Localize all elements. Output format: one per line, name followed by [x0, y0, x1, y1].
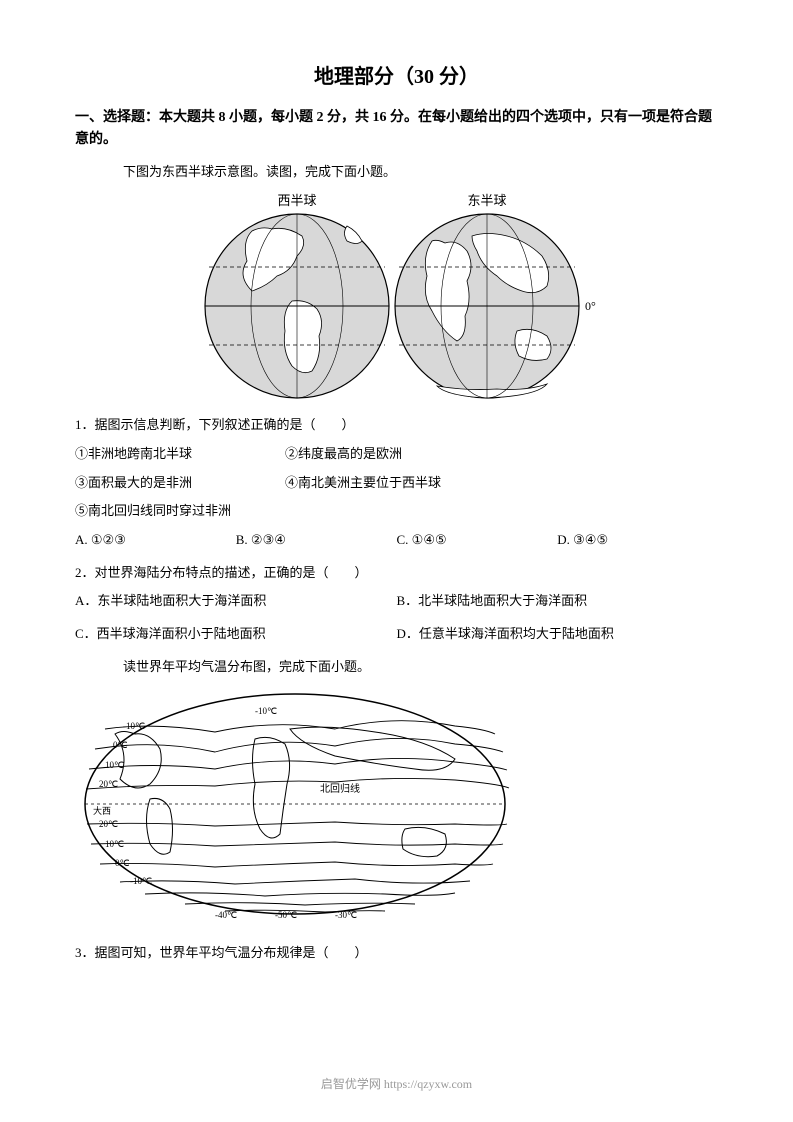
figure-2: -10℃ 0℃ 10℃ 20℃ 20℃ 10℃ 0℃ -10℃ -40℃ -50… — [75, 684, 718, 929]
q1-statement-3: ③面积最大的是非洲 — [75, 471, 285, 496]
temp-label-3: 10℃ — [105, 760, 124, 770]
q1-statement-4: ④南北美洲主要位于西半球 — [285, 471, 718, 496]
temp-label-11: -30℃ — [335, 910, 357, 920]
page-footer: 启智优学网 https://qzyxw.com — [0, 1075, 793, 1092]
tropic-label: 北回归线 — [320, 782, 360, 795]
temp-label-2: 0℃ — [113, 740, 128, 750]
figure-1: 西半球 东半球 0° — [75, 191, 718, 401]
temp-label-6: 10℃ — [105, 839, 124, 849]
section-heading: 一、选择题：本大题共 8 小题，每小题 2 分，共 16 分。在每小题给出的四个… — [75, 107, 718, 152]
page-title: 地理部分（30 分） — [75, 60, 718, 89]
q2-option-c: C．西半球海洋面积小于陆地面积 — [75, 622, 397, 647]
temp-label-4: 20℃ — [99, 779, 118, 789]
south-america — [284, 301, 321, 373]
q3-stem: 3．据图可知，世界年平均气温分布规律是（ ） — [75, 941, 718, 966]
q1-option-b: B. ②③④ — [236, 528, 397, 553]
ocean-label: 大西 — [93, 805, 111, 816]
q1-stem: 1．据图示信息判断，下列叙述正确的是（ ） — [75, 413, 718, 438]
instruction-2: 读世界年平均气温分布图，完成下面小题。 — [75, 655, 718, 678]
q2-option-a: A．东半球陆地面积大于海洋面积 — [75, 589, 397, 614]
equator-label: 0° — [585, 299, 596, 313]
q1-option-c: C. ①④⑤ — [397, 528, 558, 553]
temp-label-10: -50℃ — [275, 910, 297, 920]
q1-option-d: D. ③④⑤ — [557, 528, 718, 553]
temp-label-1: -10℃ — [123, 721, 145, 731]
q2-option-b: B．北半球陆地面积大于海洋面积 — [397, 589, 719, 614]
temp-label-5: 20℃ — [99, 819, 118, 829]
q1-statement-1: ①非洲地跨南北半球 — [75, 442, 285, 467]
temp-label-8: -10℃ — [130, 876, 152, 886]
q2-option-d: D．任意半球海洋面积均大于陆地面积 — [397, 622, 719, 647]
q1-statement-5: ⑤南北回归线同时穿过非洲 — [75, 499, 718, 524]
temp-label-7: 0℃ — [115, 858, 130, 868]
label-east-hemisphere: 东半球 — [467, 193, 506, 208]
q2-stem: 2．对世界海陆分布特点的描述，正确的是（ ） — [75, 561, 718, 586]
instruction-1: 下图为东西半球示意图。读图，完成下面小题。 — [75, 160, 718, 183]
temp-label-top: -10℃ — [255, 706, 277, 716]
greenland-fragment — [344, 226, 362, 244]
temp-label-9: -40℃ — [215, 910, 237, 920]
label-west-hemisphere: 西半球 — [277, 193, 316, 208]
q1-option-a: A. ①②③ — [75, 528, 236, 553]
q1-statement-2: ②纬度最高的是欧洲 — [285, 442, 718, 467]
